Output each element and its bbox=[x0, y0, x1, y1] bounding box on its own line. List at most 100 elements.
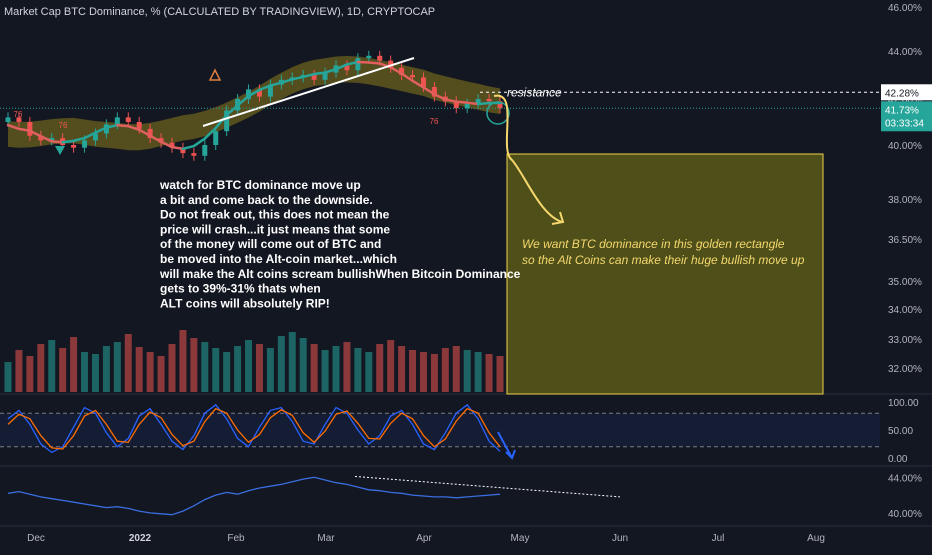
volume-bar bbox=[125, 334, 132, 392]
candle-body bbox=[410, 75, 415, 77]
candle-body bbox=[115, 117, 120, 124]
volume-bar bbox=[26, 356, 33, 392]
volume-bar bbox=[333, 346, 340, 392]
x-tick-label: Dec bbox=[27, 533, 45, 544]
candle-body bbox=[465, 104, 470, 109]
volume-bar bbox=[289, 332, 296, 392]
volume-bar bbox=[486, 354, 493, 392]
volume-bar bbox=[311, 344, 318, 392]
volume-bar bbox=[114, 342, 121, 392]
x-tick-label: Aug bbox=[807, 533, 825, 544]
volume-bar bbox=[442, 348, 449, 392]
volume-bar bbox=[343, 342, 350, 392]
volume-bar bbox=[420, 352, 427, 392]
lower-y-tick: 44.00% bbox=[888, 473, 922, 484]
white-note-line: Do not freak out, this does not mean the bbox=[160, 208, 390, 222]
volume-bar bbox=[464, 350, 471, 392]
fast-ma-segment bbox=[478, 103, 489, 104]
signal-marker: 76 bbox=[430, 117, 439, 126]
volume-bar bbox=[322, 350, 329, 392]
fast-ma-segment bbox=[172, 147, 183, 149]
x-tick-label: Mar bbox=[317, 533, 335, 544]
candle-body bbox=[366, 56, 371, 58]
volume-bar bbox=[92, 354, 99, 392]
stoch-y-tick: 100.00 bbox=[888, 398, 919, 409]
volume-bar bbox=[234, 346, 241, 392]
candle-body bbox=[487, 99, 492, 101]
volume-bar bbox=[475, 352, 482, 392]
candle-body bbox=[137, 122, 142, 129]
fast-ma-segment bbox=[117, 125, 128, 126]
current-value-label: 41.73% bbox=[885, 105, 919, 116]
golden-rectangle bbox=[507, 154, 823, 394]
resistance-label: resistance bbox=[507, 85, 562, 99]
candle-body bbox=[6, 117, 11, 122]
candle-body bbox=[355, 58, 360, 70]
countdown-label: 03:33:34 bbox=[885, 118, 924, 129]
fast-ma-segment bbox=[63, 141, 74, 142]
volume-bar bbox=[103, 346, 110, 392]
volume-bar bbox=[169, 344, 176, 392]
x-tick-label: 2022 bbox=[129, 533, 152, 544]
fast-ma-segment bbox=[314, 73, 325, 74]
resistance-value: 42.28% bbox=[885, 88, 919, 99]
candle-body bbox=[82, 140, 87, 147]
stoch-y-tick: 50.00 bbox=[888, 426, 913, 437]
yellow-note-line: We want BTC dominance in this golden rec… bbox=[522, 237, 785, 251]
y-tick-label: 38.00% bbox=[888, 195, 922, 206]
y-tick-label: 40.00% bbox=[888, 141, 922, 152]
y-tick-label: 34.00% bbox=[888, 305, 922, 316]
volume-bar bbox=[59, 348, 66, 392]
white-note-line: watch for BTC dominance move up bbox=[159, 178, 361, 192]
volume-bar bbox=[453, 346, 460, 392]
y-tick-label: 32.00% bbox=[888, 364, 922, 375]
volume-bar bbox=[223, 352, 230, 392]
chart-title: Market Cap BTC Dominance, % (CALCULATED … bbox=[4, 6, 435, 18]
volume-bar bbox=[267, 348, 274, 392]
y-tick-label: 46.00% bbox=[888, 3, 922, 14]
volume-bar bbox=[15, 350, 22, 392]
yellow-note-line: so the Alt Coins can make their huge bul… bbox=[522, 253, 805, 267]
y-tick-label: 33.00% bbox=[888, 335, 922, 346]
fast-ma-segment bbox=[467, 103, 478, 104]
y-tick-label: 36.50% bbox=[888, 235, 922, 246]
volume-bar bbox=[497, 356, 504, 392]
white-note-line: gets to 39%-31% thats when bbox=[160, 282, 321, 296]
volume-bar bbox=[70, 337, 77, 392]
volume-bar bbox=[5, 362, 12, 392]
candle-body bbox=[27, 122, 32, 136]
volume-bar bbox=[201, 342, 208, 392]
volume-bar bbox=[409, 350, 416, 392]
x-tick-label: Jun bbox=[612, 533, 628, 544]
candle-body bbox=[202, 145, 207, 156]
volume-bar bbox=[179, 330, 186, 392]
fast-ma-segment bbox=[456, 102, 467, 103]
volume-bar bbox=[376, 344, 383, 392]
x-tick-label: May bbox=[511, 533, 530, 544]
candle-body bbox=[213, 131, 218, 145]
white-note-line: be moved into the Alt-coin market...whic… bbox=[160, 252, 397, 266]
x-tick-label: Apr bbox=[416, 533, 432, 544]
white-note-line: will make the Alt coins scream bullishWh… bbox=[159, 267, 521, 281]
volume-bar bbox=[300, 338, 307, 392]
volume-bar bbox=[48, 340, 55, 392]
white-note-line: ALT coins will absolutely RIP! bbox=[160, 296, 330, 310]
volume-bar bbox=[245, 340, 252, 392]
signal-marker: 76 bbox=[59, 121, 68, 130]
signal-marker: 76 bbox=[14, 110, 23, 119]
candle-body bbox=[126, 117, 131, 122]
stoch-y-tick: 0.00 bbox=[888, 454, 908, 465]
volume-bar bbox=[278, 336, 285, 392]
volume-bar bbox=[212, 348, 219, 392]
candle-body bbox=[191, 153, 196, 156]
volume-bar bbox=[387, 340, 394, 392]
lower-y-tick: 40.00% bbox=[888, 509, 922, 520]
x-tick-label: Jul bbox=[712, 533, 725, 544]
candle-body bbox=[71, 145, 76, 148]
volume-bar bbox=[431, 354, 438, 392]
white-note-line: price will crash...it just means that so… bbox=[160, 222, 390, 236]
y-tick-label: 35.00% bbox=[888, 277, 922, 288]
volume-bar bbox=[81, 352, 88, 392]
fast-ma-segment bbox=[52, 141, 63, 142]
